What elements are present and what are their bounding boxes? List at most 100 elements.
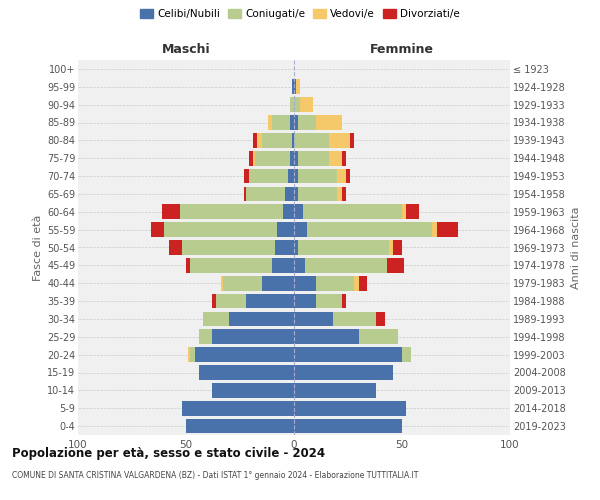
Bar <box>294 365 394 380</box>
Bar <box>316 276 355 290</box>
Bar <box>294 168 298 184</box>
Bar <box>199 330 212 344</box>
Bar <box>290 98 294 112</box>
Bar <box>294 98 301 112</box>
Bar <box>190 258 272 272</box>
Bar <box>389 240 394 255</box>
Bar <box>294 115 298 130</box>
Bar <box>216 294 247 308</box>
Bar <box>294 258 305 272</box>
Bar <box>329 151 341 166</box>
Bar <box>223 276 262 290</box>
Bar <box>298 186 337 201</box>
Bar <box>290 115 294 130</box>
Bar <box>294 294 316 308</box>
Bar <box>294 401 406 415</box>
Bar <box>298 115 316 130</box>
Bar <box>182 240 275 255</box>
Bar <box>337 168 346 184</box>
Bar <box>394 240 402 255</box>
Bar <box>290 151 294 166</box>
Bar <box>212 330 294 344</box>
Bar <box>162 204 179 219</box>
Bar <box>262 276 294 290</box>
Bar <box>341 294 346 308</box>
Text: Popolazione per età, sesso e stato civile - 2024: Popolazione per età, sesso e stato civil… <box>12 448 325 460</box>
Bar <box>346 168 350 184</box>
Bar <box>316 294 341 308</box>
Bar <box>402 204 406 219</box>
Bar <box>221 276 223 290</box>
Bar <box>337 186 341 201</box>
Bar <box>294 204 302 219</box>
Bar <box>182 401 294 415</box>
Bar <box>169 240 182 255</box>
Bar <box>294 276 316 290</box>
Bar <box>402 348 410 362</box>
Bar <box>294 222 307 237</box>
Bar <box>316 115 341 130</box>
Bar <box>432 222 437 237</box>
Bar <box>212 294 216 308</box>
Bar <box>294 419 402 434</box>
Bar <box>275 240 294 255</box>
Text: COMUNE DI SANTA CRISTINA VALGARDENA (BZ) - Dati ISTAT 1° gennaio 2024 - Elaboraz: COMUNE DI SANTA CRISTINA VALGARDENA (BZ)… <box>12 470 418 480</box>
Bar <box>307 222 432 237</box>
Bar <box>286 186 294 201</box>
Bar <box>294 240 298 255</box>
Bar <box>298 151 329 166</box>
Bar <box>244 168 248 184</box>
Bar <box>229 312 294 326</box>
Bar <box>253 133 257 148</box>
Bar <box>292 80 294 94</box>
Bar <box>179 204 283 219</box>
Bar <box>406 204 419 219</box>
Bar <box>296 80 301 94</box>
Bar <box>341 186 346 201</box>
Y-axis label: Fasce di età: Fasce di età <box>32 214 43 280</box>
Bar <box>294 312 333 326</box>
Bar <box>244 186 247 201</box>
Bar <box>283 204 294 219</box>
Bar <box>287 168 294 184</box>
Bar <box>359 330 398 344</box>
Text: Maschi: Maschi <box>161 44 211 57</box>
Bar <box>341 151 346 166</box>
Bar <box>437 222 458 237</box>
Bar <box>272 258 294 272</box>
Bar <box>186 419 294 434</box>
Bar <box>268 115 272 130</box>
Bar <box>294 348 402 362</box>
Bar <box>203 312 229 326</box>
Bar <box>333 312 376 326</box>
Bar <box>359 276 367 290</box>
Bar <box>305 258 387 272</box>
Bar <box>298 168 337 184</box>
Bar <box>294 80 296 94</box>
Bar <box>387 258 404 272</box>
Bar <box>302 204 402 219</box>
Bar <box>272 115 290 130</box>
Bar <box>355 276 359 290</box>
Bar <box>292 133 294 148</box>
Bar <box>164 222 277 237</box>
Bar <box>294 151 298 166</box>
Text: Femmine: Femmine <box>370 44 434 57</box>
Bar <box>262 133 292 148</box>
Bar <box>298 240 389 255</box>
Bar <box>277 222 294 237</box>
Bar <box>253 151 255 166</box>
Bar <box>255 151 290 166</box>
Bar <box>199 365 294 380</box>
Bar <box>294 330 359 344</box>
Bar <box>376 312 385 326</box>
Bar <box>151 222 164 237</box>
Bar <box>248 168 287 184</box>
Bar <box>329 133 350 148</box>
Bar <box>294 383 376 398</box>
Legend: Celibi/Nubili, Coniugati/e, Vedovi/e, Divorziati/e: Celibi/Nubili, Coniugati/e, Vedovi/e, Di… <box>136 5 464 24</box>
Bar <box>248 151 253 166</box>
Bar <box>188 348 190 362</box>
Y-axis label: Anni di nascita: Anni di nascita <box>571 206 581 289</box>
Bar <box>294 133 329 148</box>
